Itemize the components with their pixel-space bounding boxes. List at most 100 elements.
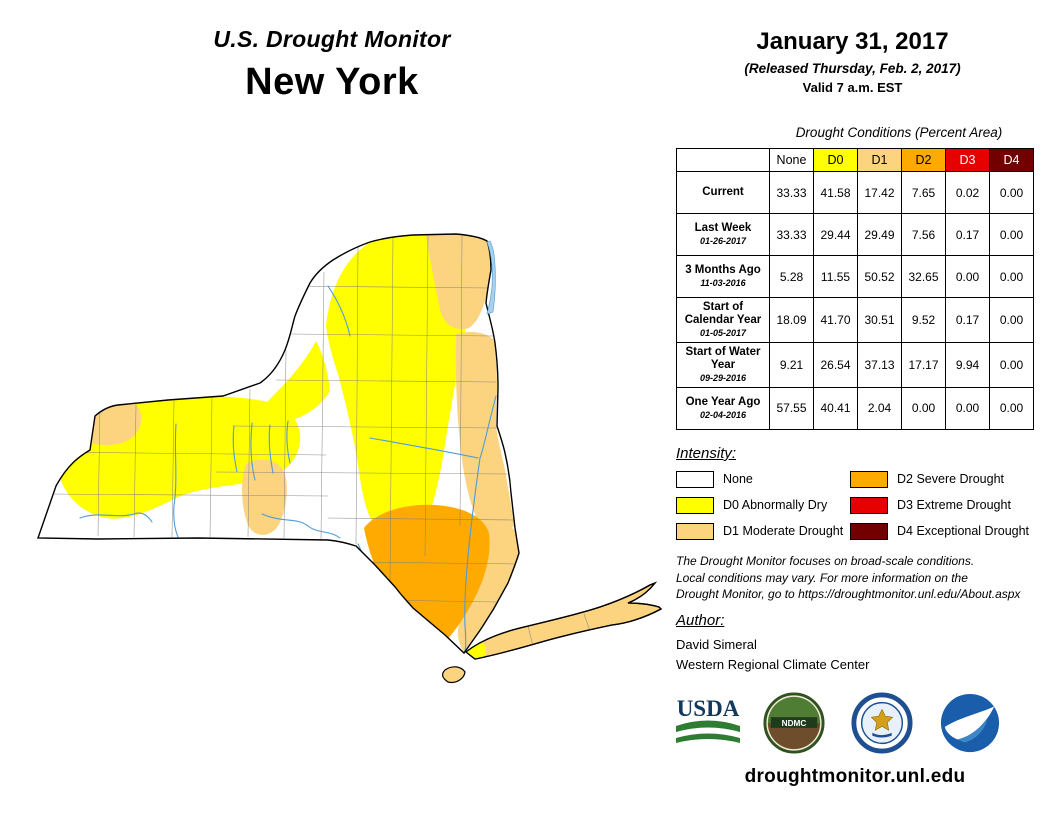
value-cell: 7.65 bbox=[901, 171, 946, 214]
row-label-text: One Year Ago bbox=[685, 395, 761, 408]
value-cell: 7.56 bbox=[901, 213, 946, 256]
row-label-text: 3 Months Ago bbox=[685, 264, 761, 277]
value-cell: 57.55 bbox=[769, 386, 814, 430]
row-label: Last Week 01-26-2017 bbox=[676, 213, 770, 256]
col-header-d1: D1 bbox=[857, 148, 902, 172]
legend-item-none: None bbox=[676, 469, 753, 489]
value-cell: 0.00 bbox=[945, 255, 990, 298]
none-swatch bbox=[676, 470, 714, 488]
value-cell: 0.00 bbox=[989, 171, 1034, 214]
table-row-3-months-ago: 3 Months Ago 11-03-2016 5.28 11.55 50.52 … bbox=[676, 255, 1034, 298]
table-header-row: None D0 D1 D2 D3 D4 bbox=[676, 148, 1034, 172]
row-label-date: 01-05-2017 bbox=[699, 328, 747, 339]
value-cell: 0.02 bbox=[945, 171, 990, 214]
disclaimer-text: The Drought Monitor focuses on broad-sca… bbox=[676, 553, 1046, 603]
new-york-drought-map bbox=[28, 226, 668, 706]
value-cell: 0.17 bbox=[945, 213, 990, 256]
value-cell: 29.49 bbox=[857, 213, 902, 256]
d2-swatch bbox=[850, 470, 888, 488]
legend-label: None bbox=[723, 472, 753, 486]
table-caption: Drought Conditions (Percent Area) bbox=[795, 125, 1003, 140]
legend-title: Intensity: bbox=[676, 445, 737, 462]
ndmc-logo: NDMC bbox=[763, 692, 825, 754]
table-corner-cell bbox=[676, 148, 770, 172]
table-row-one-year-ago: One Year Ago 02-04-2016 57.55 40.41 2.04 … bbox=[676, 386, 1034, 430]
report-date: January 31, 2017 bbox=[756, 28, 949, 55]
date-block: January 31, 2017 (Released Thursday, Feb… bbox=[700, 28, 1005, 95]
ndmc-logo-text: NDMC bbox=[782, 719, 807, 728]
row-label-text: Last Week bbox=[694, 222, 752, 235]
d4-swatch bbox=[850, 522, 888, 540]
noaa-logo bbox=[939, 692, 1001, 754]
table-row-current: Current 33.33 41.58 17.42 7.65 0.02 0.00 bbox=[676, 171, 1034, 214]
value-cell: 33.33 bbox=[769, 213, 814, 256]
col-header-d2: D2 bbox=[901, 148, 946, 172]
value-cell: 29.44 bbox=[813, 213, 858, 256]
value-cell: 41.70 bbox=[813, 297, 858, 343]
col-header-d4: D4 bbox=[989, 148, 1034, 172]
legend-item-d2: D2 Severe Drought bbox=[850, 469, 1004, 489]
value-cell: 37.13 bbox=[857, 341, 902, 388]
legend-label: D4 Exceptional Drought bbox=[897, 524, 1030, 538]
title-block: U.S. Drought Monitor New York bbox=[132, 26, 532, 104]
value-cell: 41.58 bbox=[813, 171, 858, 214]
valid-time: Valid 7 a.m. EST bbox=[802, 80, 903, 95]
col-header-none: None bbox=[769, 148, 814, 172]
state-name: New York bbox=[245, 61, 419, 103]
usda-logo: USDA bbox=[672, 692, 744, 754]
d3-swatch bbox=[850, 496, 888, 514]
value-cell: 0.00 bbox=[989, 297, 1034, 343]
disclaimer-line: The Drought Monitor focuses on broad-sca… bbox=[676, 554, 975, 568]
value-cell: 17.42 bbox=[857, 171, 902, 214]
value-cell: 0.00 bbox=[901, 386, 946, 430]
d0-swatch bbox=[676, 496, 714, 514]
row-label-date: 09-29-2016 bbox=[699, 373, 747, 384]
legend-item-d1: D1 Moderate Drought bbox=[676, 521, 843, 541]
value-cell: 18.09 bbox=[769, 297, 814, 343]
value-cell: 30.51 bbox=[857, 297, 902, 343]
value-cell: 9.52 bbox=[901, 297, 946, 343]
value-cell: 0.00 bbox=[989, 255, 1034, 298]
legend-item-d3: D3 Extreme Drought bbox=[850, 495, 1011, 515]
legend-label: D2 Severe Drought bbox=[897, 472, 1005, 486]
usda-logo-text: USDA bbox=[677, 696, 740, 721]
legend-item-d0: D0 Abnormally Dry bbox=[676, 495, 827, 515]
row-label-text: Start of Calendar Year bbox=[684, 301, 762, 327]
value-cell: 2.04 bbox=[857, 386, 902, 430]
col-header-d0: D0 bbox=[813, 148, 858, 172]
value-cell: 40.41 bbox=[813, 386, 858, 430]
release-date: (Released Thursday, Feb. 2, 2017) bbox=[744, 61, 961, 76]
row-label-date: 11-03-2016 bbox=[700, 278, 746, 289]
value-cell: 50.52 bbox=[857, 255, 902, 298]
d1-swatch bbox=[676, 522, 714, 540]
row-label: Start of Calendar Year 01-05-2017 bbox=[676, 297, 770, 343]
value-cell: 26.54 bbox=[813, 341, 858, 388]
value-cell: 0.00 bbox=[989, 213, 1034, 256]
legend-label: D3 Extreme Drought bbox=[897, 498, 1011, 512]
footer-url: droughtmonitor.unl.edu bbox=[744, 766, 966, 787]
county-lines bbox=[41, 234, 519, 603]
table-row-last-week: Last Week 01-26-2017 33.33 29.44 29.49 7.… bbox=[676, 213, 1034, 256]
value-cell: 33.33 bbox=[769, 171, 814, 214]
value-cell: 0.00 bbox=[945, 386, 990, 430]
row-label: One Year Ago 02-04-2016 bbox=[676, 386, 770, 430]
row-label: Current bbox=[676, 171, 770, 214]
legend-label: D0 Abnormally Dry bbox=[723, 498, 828, 512]
report-title: U.S. Drought Monitor bbox=[213, 26, 451, 52]
disclaimer-line: Local conditions may vary. For more info… bbox=[676, 570, 968, 585]
disclaimer-line: Drought Monitor, go to https://droughtmo… bbox=[676, 587, 1021, 602]
table-row-start-calendar-year: Start of Calendar Year 01-05-2017 18.09 4… bbox=[676, 297, 1034, 343]
legend-label: D1 Moderate Drought bbox=[723, 524, 844, 538]
row-label: Start of Water Year 09-29-2016 bbox=[676, 341, 770, 388]
state-outline bbox=[37, 233, 520, 655]
value-cell: 11.55 bbox=[813, 255, 858, 298]
value-cell: 17.17 bbox=[901, 341, 946, 388]
value-cell: 32.65 bbox=[901, 255, 946, 298]
table-row-start-water-year: Start of Water Year 09-29-2016 9.21 26.54… bbox=[676, 341, 1034, 388]
commerce-seal-logo bbox=[851, 692, 913, 754]
value-cell: 0.00 bbox=[989, 341, 1034, 388]
value-cell: 0.00 bbox=[989, 386, 1034, 430]
value-cell: 9.21 bbox=[769, 341, 814, 388]
ny-map-svg bbox=[37, 233, 663, 684]
